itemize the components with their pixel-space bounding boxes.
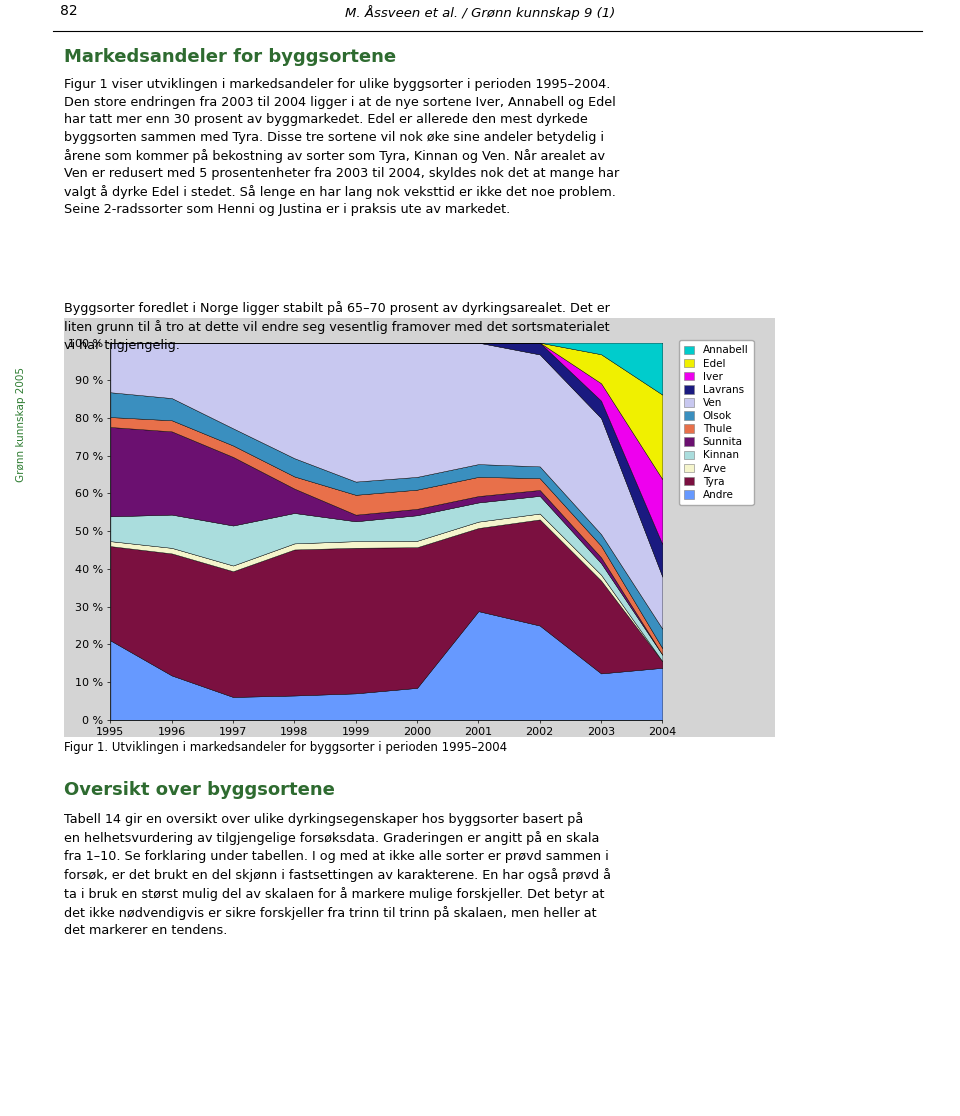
Text: Tabell 14 gir en oversikt over ulike dyrkingsegenskaper hos byggsorter basert på: Tabell 14 gir en oversikt over ulike dyr… xyxy=(64,812,612,937)
Text: Oversikt over byggsortene: Oversikt over byggsortene xyxy=(64,781,335,799)
Text: Markedsandeler for byggsortene: Markedsandeler for byggsortene xyxy=(64,48,396,66)
Text: Grønn kunnskap 2005: Grønn kunnskap 2005 xyxy=(16,366,26,482)
Legend: Annabell, Edel, Iver, Lavrans, Ven, Olsok, Thule, Sunnita, Kinnan, Arve, Tyra, A: Annabell, Edel, Iver, Lavrans, Ven, Olso… xyxy=(679,340,754,506)
Text: Figur 1 viser utviklingen i markedsandeler for ulike byggsorter i perioden 1995–: Figur 1 viser utviklingen i markedsandel… xyxy=(64,78,619,217)
Text: Byggsorter foredlet i Norge ligger stabilt på 65–70 prosent av dyrkingsarealet. : Byggsorter foredlet i Norge ligger stabi… xyxy=(64,301,611,352)
Text: M. Åssveen et al. / Grønn kunnskap 9 (1): M. Åssveen et al. / Grønn kunnskap 9 (1) xyxy=(345,6,615,20)
Text: 82: 82 xyxy=(60,3,77,18)
Text: Figur 1. Utviklingen i markedsandeler for byggsorter i perioden 1995–2004: Figur 1. Utviklingen i markedsandeler fo… xyxy=(64,741,508,754)
